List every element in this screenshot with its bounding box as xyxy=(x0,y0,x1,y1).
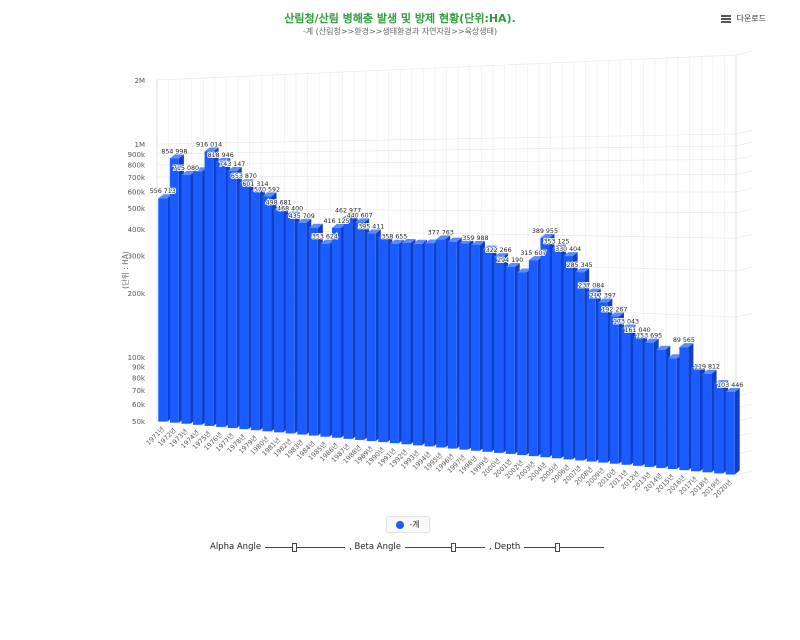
y-tick-label: 70k xyxy=(132,387,146,395)
y-tick-label: 2M xyxy=(135,77,146,85)
data-label: 416 125 xyxy=(323,218,349,225)
data-label: 389 955 xyxy=(532,228,558,235)
data-label: 161 040 xyxy=(625,327,651,334)
data-label: 89 565 xyxy=(673,337,695,344)
depth-label: , Depth xyxy=(488,542,521,552)
data-label: 601 314 xyxy=(242,181,268,188)
data-label: 440 607 xyxy=(347,212,373,219)
y-tick-label: 60k xyxy=(132,401,146,409)
data-labels: 556 713 854 998 715 080 916 014 818 946 743 1… xyxy=(149,141,744,390)
data-label: 285 345 xyxy=(567,262,593,269)
data-label: 570 592 xyxy=(254,186,280,193)
chart-title: 산림청/산림 병해충 발생 및 방제 현황(단위:HA). xyxy=(284,12,516,25)
data-label: 498 681 xyxy=(266,199,292,206)
beta-angle-slider[interactable] xyxy=(404,543,485,552)
data-label: 818 946 xyxy=(208,152,234,159)
alpha-angle-label: Alpha Angle xyxy=(210,542,262,552)
depth-slider[interactable] xyxy=(524,543,605,552)
data-label: 103 446 xyxy=(717,382,743,389)
y-axis-ticks: 50k 60k 70k 80k 90k 100k 200k 300k 400k 500k 600k 7… xyxy=(128,77,146,426)
data-label: 217 397 xyxy=(590,292,616,299)
y-tick-label: 300k xyxy=(128,252,146,260)
data-label: 715 080 xyxy=(173,165,199,172)
data-label: 358 655 xyxy=(381,234,407,241)
y-tick-label: 80k xyxy=(132,375,146,383)
data-label: 854 998 xyxy=(161,148,187,155)
x-axis-ticks: 1971년1972년1973년1974년1975년1976년1977년1978년… xyxy=(144,425,734,500)
data-label: 743 147 xyxy=(219,161,245,168)
y-tick-label: 50k xyxy=(132,418,146,426)
legend-label: -계 xyxy=(409,520,420,529)
data-label: 192 267 xyxy=(601,306,627,313)
y-tick-label: 100k xyxy=(128,354,146,362)
bar[interactable] xyxy=(725,387,740,475)
bar-series xyxy=(158,147,740,475)
y-axis-title: (단위 : HA) xyxy=(120,251,130,289)
beta-angle-label: , Beta Angle xyxy=(349,542,401,552)
download-label: 다운로드 xyxy=(736,14,766,23)
y-tick-label: 90k xyxy=(132,364,146,372)
data-label: 435 709 xyxy=(289,213,315,220)
data-label: 173 043 xyxy=(613,318,639,325)
y-tick-label: 700k xyxy=(128,174,146,182)
data-label: 119 812 xyxy=(694,364,720,371)
data-label: 359 988 xyxy=(462,235,488,242)
data-label: 294 190 xyxy=(497,257,523,264)
data-label: 468 400 xyxy=(277,206,303,213)
data-label: 556 713 xyxy=(150,188,176,195)
legend-item[interactable]: -계 xyxy=(386,516,430,533)
data-label: 462 977 xyxy=(335,207,361,214)
data-label: 653 870 xyxy=(231,173,257,180)
data-label: 353 125 xyxy=(543,239,569,246)
y-tick-label: 1M xyxy=(135,141,146,149)
angle-controls: Alpha Angle , Beta Angle , Depth xyxy=(210,542,608,552)
y-tick-label: 800k xyxy=(128,162,146,170)
data-label: 330 404 xyxy=(555,246,581,253)
y-tick-label: 900k xyxy=(128,151,146,159)
legend-dot-icon xyxy=(396,520,405,529)
data-label: 153 695 xyxy=(636,333,662,340)
alpha-angle-slider[interactable] xyxy=(265,543,346,552)
data-label: 377 763 xyxy=(428,229,454,236)
chart-subtitle: -계 (산림청>>환경>>생태환경과 자연자원>>육상생태) xyxy=(302,27,498,36)
y-tick-label: 400k xyxy=(128,226,146,234)
y-tick-label: 600k xyxy=(128,188,146,196)
data-label: 353 624 xyxy=(312,234,338,241)
y-tick-label: 200k xyxy=(128,290,146,298)
data-label: 916 014 xyxy=(196,141,222,148)
download-button[interactable]: 다운로드 xyxy=(720,13,766,24)
data-label: 237 084 xyxy=(578,283,604,290)
data-label: 315 607 xyxy=(520,250,546,257)
data-label: 395 411 xyxy=(358,223,384,230)
menu-icon xyxy=(720,14,731,23)
data-label: 322 266 xyxy=(486,247,512,254)
y-tick-label: 500k xyxy=(128,205,146,213)
